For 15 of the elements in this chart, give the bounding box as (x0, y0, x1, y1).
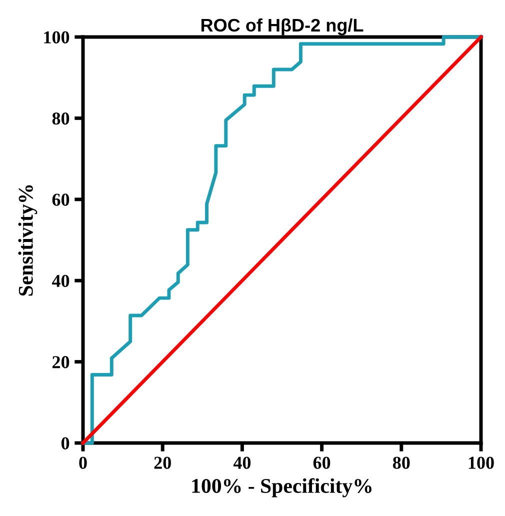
y-tick-label: 60 (52, 194, 70, 206)
chart-title: ROC of HβD-2 ng/L (201, 18, 364, 36)
x-tick-label: 100 (468, 456, 494, 469)
x-tick-label: 0 (79, 456, 87, 469)
x-tick-label: 20 (154, 456, 171, 469)
x-tick-label: 60 (313, 456, 330, 469)
y-tick-label: 20 (52, 356, 70, 368)
y-tick-label: 40 (52, 274, 70, 288)
y-tick-label: 100 (44, 31, 70, 44)
y-tick-label: 0 (61, 437, 70, 450)
x-tick-label: 80 (392, 456, 410, 469)
x-axis-title: 100% - Specificity% (192, 478, 372, 498)
y-tick-label: 80 (52, 112, 70, 125)
y-axis-title: Sensitivity% (18, 185, 38, 296)
x-tick-label: 40 (233, 456, 251, 469)
